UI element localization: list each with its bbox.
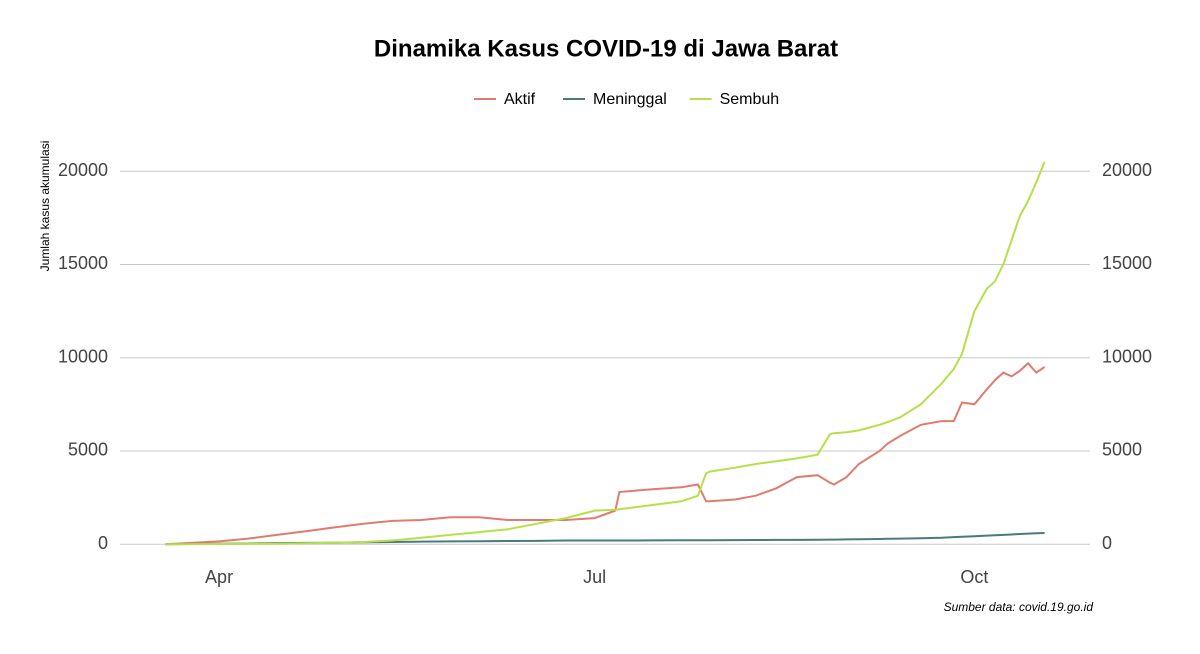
y-tick-label: 5000 bbox=[68, 440, 108, 460]
x-tick-label: Oct bbox=[960, 567, 988, 587]
caption: Sumber data: covid.19.go.id bbox=[944, 600, 1094, 614]
series-line bbox=[165, 532, 1045, 546]
legend-label: Meninggal bbox=[593, 91, 667, 108]
y2-tick-label: 5000 bbox=[1102, 440, 1142, 460]
y-tick-label: 15000 bbox=[58, 253, 108, 273]
x-tick-label: Jul bbox=[583, 567, 606, 587]
series-line bbox=[165, 161, 1046, 546]
y-axis-label: Jumlah kasus akumulasi bbox=[38, 141, 52, 272]
legend: Aktif Meninggal Sembuh bbox=[474, 91, 779, 108]
y2-tick-label: 20000 bbox=[1102, 160, 1152, 180]
y2-tick-label: 0 bbox=[1102, 533, 1112, 553]
y-tick-label: 0 bbox=[98, 533, 108, 553]
chart-title: Dinamika Kasus COVID-19 di Jawa Barat bbox=[374, 35, 838, 62]
y-tick-label: 10000 bbox=[58, 346, 108, 366]
x-tick-label: Apr bbox=[205, 567, 233, 587]
y2-tick-label: 10000 bbox=[1102, 346, 1152, 366]
legend-label: Aktif bbox=[504, 91, 536, 108]
y2-tick-label: 15000 bbox=[1102, 253, 1152, 273]
legend-label: Sembuh bbox=[720, 91, 780, 108]
series-line bbox=[165, 361, 1046, 546]
y-tick-label: 20000 bbox=[58, 160, 108, 180]
